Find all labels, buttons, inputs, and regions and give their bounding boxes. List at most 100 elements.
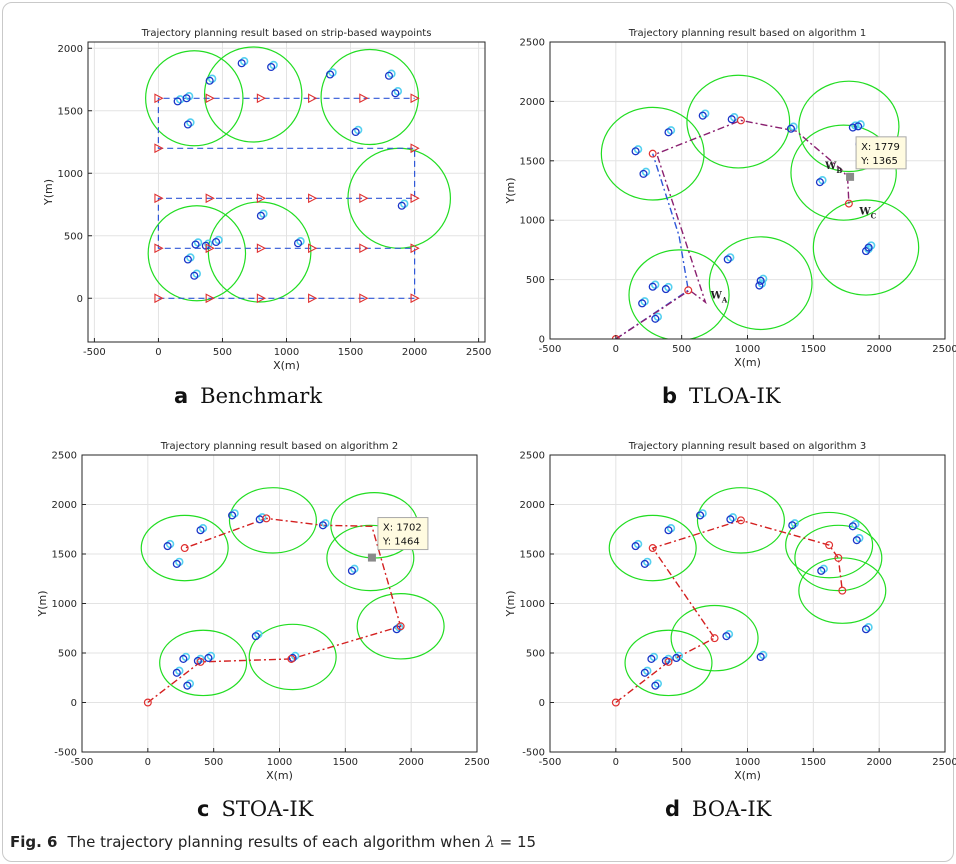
waypoint-marker: [256, 193, 267, 204]
x-tick-label: 1500: [801, 344, 826, 355]
coverage-circle: [624, 629, 713, 697]
sensor-node: [661, 285, 670, 294]
x-tick-label: 2500: [464, 757, 489, 768]
coverage-circle: [686, 74, 791, 169]
trajectory-line: [147, 517, 402, 704]
sensor-halo: [230, 509, 239, 518]
caption-a: a Benchmark: [174, 384, 322, 408]
plot-area: [145, 46, 452, 304]
sensor-halo: [196, 654, 205, 664]
waypoint-marker: [143, 698, 152, 707]
caption-d: d BOA-IK: [665, 797, 771, 821]
waypoint-marker: [664, 657, 673, 666]
sensor-node: [288, 653, 297, 663]
chart-title: Trajectory planning result based on algo…: [628, 441, 866, 452]
sensor-halo: [353, 125, 363, 135]
coverage-circle: [628, 249, 730, 339]
sensor-halo: [855, 533, 864, 543]
caption-label: STOA-IK: [221, 797, 314, 821]
sensor-node: [172, 559, 181, 568]
x-axis-label: X(m): [734, 769, 761, 782]
sensor-halo: [856, 120, 865, 129]
sensor-node: [204, 653, 213, 663]
sensor-node: [727, 115, 736, 124]
waypoint-annotation-sub: C: [871, 211, 877, 220]
waypoint-marker: [308, 293, 318, 304]
y-tick-label: 500: [64, 231, 83, 242]
y-tick-label: 500: [526, 649, 545, 660]
sensor-node: [256, 211, 265, 220]
sensor-node: [648, 282, 657, 291]
sensor-halo: [789, 122, 798, 131]
y-tick-label: 2500: [520, 38, 545, 49]
sensor-halo: [269, 60, 278, 70]
sensor-halo: [698, 509, 707, 518]
waypoint-marker: [205, 293, 215, 304]
sensor-halo: [864, 623, 873, 632]
sensor-node: [723, 255, 732, 264]
waypoint-annotation-sub: B: [836, 166, 842, 175]
sensor-node: [854, 122, 863, 131]
x-tick-label: 2500: [932, 757, 956, 768]
sensor-node: [852, 536, 861, 545]
waypoint-marker: [308, 193, 318, 204]
y-tick-label: -500: [522, 748, 545, 759]
sensor-halo: [207, 74, 217, 83]
sensor-halo: [204, 239, 213, 248]
sensor-halo: [666, 126, 676, 135]
x-tick-label: 2000: [398, 757, 423, 768]
sensor-node: [347, 566, 356, 575]
waypoint-marker: [154, 93, 164, 104]
sensor-halo: [633, 539, 643, 549]
sensor-node: [267, 62, 276, 72]
sensor-node: [351, 127, 360, 137]
sensor-node: [397, 201, 406, 210]
y-tick-label: 1000: [52, 599, 77, 610]
waypoint-marker: [648, 149, 657, 158]
datatip-marker: [367, 553, 376, 562]
x-tick-label: 0: [155, 347, 161, 358]
sensor-node: [755, 281, 764, 290]
datatip-marker: [846, 172, 855, 181]
waypoint-marker: [611, 698, 620, 707]
sensor-halo: [790, 519, 799, 528]
coverage-circle: [145, 50, 244, 147]
waypoint-marker: [684, 286, 693, 295]
sensor-halo: [186, 118, 195, 127]
sensor-halo: [730, 113, 739, 122]
x-tick-label: 1500: [338, 347, 363, 358]
chart-title: Trajectory planning result based on algo…: [160, 441, 398, 452]
sensor-halo: [758, 274, 768, 283]
coverage-circle: [600, 106, 705, 201]
sensor-halo: [198, 524, 208, 533]
sensor-node: [672, 653, 681, 663]
sensor-node: [325, 70, 335, 79]
coverage-circle: [203, 46, 303, 143]
y-tick-label: 2000: [52, 500, 77, 511]
x-tick-label: 1000: [267, 757, 292, 768]
x-tick-label: 500: [204, 757, 223, 768]
trajectory-line: [615, 153, 690, 339]
y-tick-label: 500: [526, 275, 545, 286]
waypoint-marker: [710, 634, 719, 643]
sensor-node: [183, 255, 192, 264]
sensor-halo: [643, 557, 652, 567]
sensor-halo: [666, 524, 676, 533]
sensor-node: [651, 314, 660, 323]
x-axis-label: X(m): [734, 356, 761, 369]
x-tick-label: 1500: [801, 757, 826, 768]
sensor-node: [183, 120, 192, 129]
sensor-node: [861, 625, 871, 634]
sensor-halo: [350, 564, 359, 574]
sensor-halo: [651, 280, 660, 289]
coverage-circle: [228, 487, 317, 554]
waypoint-marker: [154, 143, 164, 154]
chart-title: Trajectory planning result based on algo…: [628, 28, 866, 39]
waypoint-marker: [359, 193, 369, 204]
x-tick-label: -500: [539, 757, 562, 768]
y-axis-label: Y(m): [504, 590, 517, 617]
waypoint-marker: [825, 541, 834, 550]
waypoint-marker: [410, 143, 420, 154]
y-tick-label: 1000: [520, 599, 545, 610]
